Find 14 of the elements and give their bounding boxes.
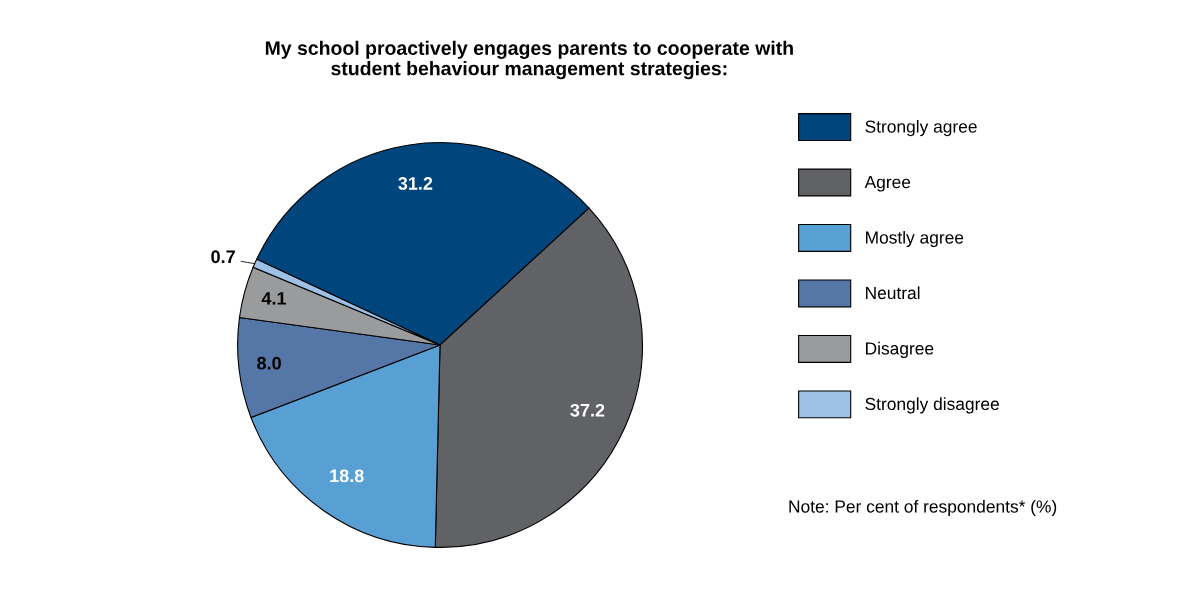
data-label: 4.1	[261, 292, 287, 305]
text: Note: Per cent of respondents* (%)	[789, 499, 1057, 517]
chart-title: My school proactively engages parents to cooperate with student behaviour management strategies:	[265, 40, 793, 80]
legend-label: Strongly disagree	[865, 397, 999, 414]
legend-label: Disagree	[866, 341, 934, 359]
data-label: 8.0	[257, 356, 281, 370]
data-label: 18.8	[330, 469, 364, 483]
data-label: 37.2	[570, 403, 605, 417]
legend-label: Strongly agree	[865, 119, 977, 137]
legend-label: Mostly agree	[866, 230, 964, 248]
data-label: 31.2	[398, 177, 433, 190]
legend-label: Neutral	[866, 286, 920, 300]
data-label: 0.7	[211, 250, 235, 264]
legend-label: Agree	[864, 176, 911, 192]
